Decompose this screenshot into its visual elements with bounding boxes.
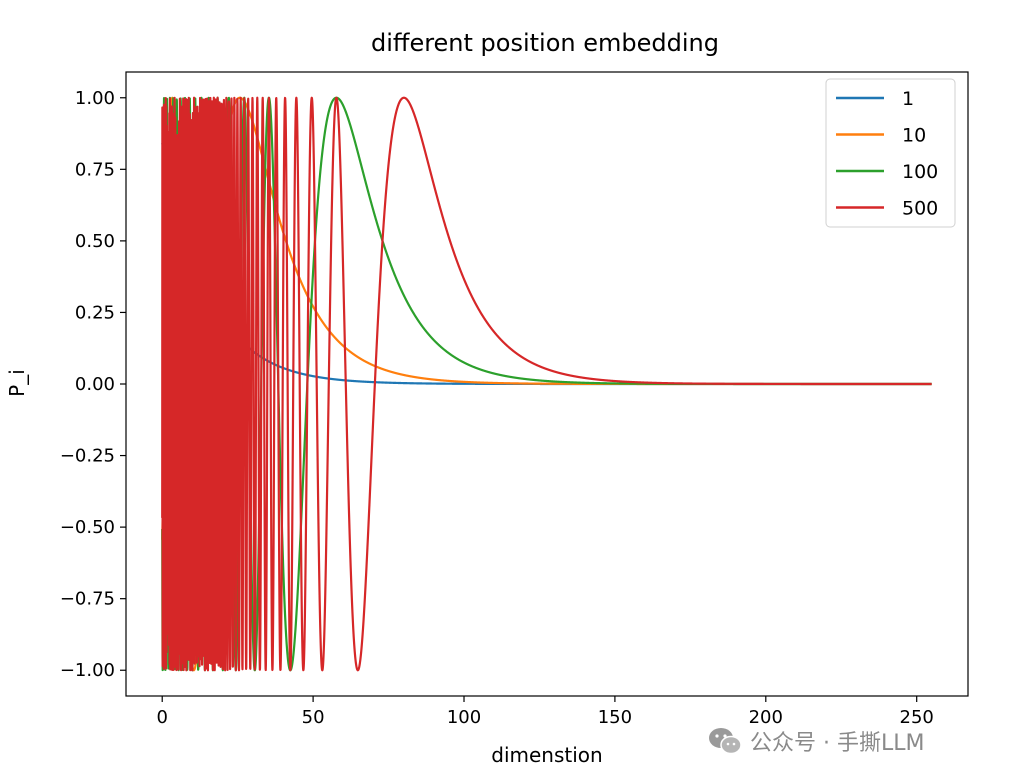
watermark-text: 公众号 · 手撕LLM (750, 731, 925, 756)
y-tick-label: 1.00 (75, 88, 115, 109)
watermark: 公众号 · 手撕LLM (708, 724, 924, 758)
legend-label-1: 1 (902, 88, 914, 110)
y-axis: 1.00 0.75 0.50 0.25 0.00 −0.25 −0.50 −0.75 −1.00 (60, 88, 126, 681)
chart-title: different position embedding (371, 29, 719, 57)
legend-label-500: 500 (902, 198, 938, 220)
wechat-icon (709, 728, 742, 755)
x-axis: 0 50 100 150 200 250 (156, 696, 934, 728)
x-tick-label: 100 (447, 707, 481, 728)
y-tick-label: −0.50 (60, 517, 115, 538)
legend-label-10: 10 (902, 125, 926, 147)
y-tick-label: −0.75 (60, 589, 115, 610)
legend-label-100: 100 (902, 161, 938, 183)
series-line-500 (161, 96, 933, 672)
y-axis-label: P_i (5, 369, 29, 397)
y-tick-label: −0.25 (60, 446, 115, 467)
y-tick-label: 0.50 (75, 231, 115, 252)
y-tick-label: 0.75 (75, 159, 115, 180)
x-tick-label: 200 (749, 707, 783, 728)
y-tick-label: −1.00 (60, 660, 115, 681)
x-tick-label: 250 (900, 707, 934, 728)
x-tick-label: 150 (598, 707, 632, 728)
y-tick-label: 0.25 (75, 302, 115, 323)
x-tick-label: 50 (302, 707, 325, 728)
x-tick-label: 0 (156, 707, 167, 728)
legend-box (825, 78, 956, 228)
y-tick-label: 0.00 (75, 374, 115, 395)
legend: 1 10 100 500 (825, 78, 956, 228)
series-layer (161, 96, 933, 672)
x-axis-label: dimenstion (491, 743, 602, 767)
